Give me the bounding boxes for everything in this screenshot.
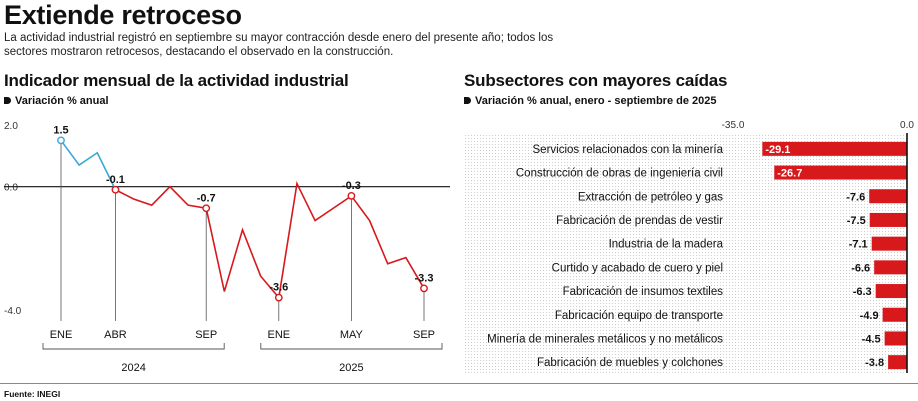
category-label: Fabricación equipo de transporte xyxy=(555,310,723,322)
data-point xyxy=(57,136,65,145)
line-chart-subtitle-row: Variación % anual xyxy=(4,95,109,107)
bar xyxy=(882,307,907,322)
category-label: Fabricación de muebles y colchones xyxy=(537,357,723,369)
series-line-early xyxy=(60,139,117,191)
value-label: -7.1 xyxy=(849,239,868,251)
bar-chart-subtitle: Variación % anual, enero - septiembre de… xyxy=(475,95,717,107)
data-label: -3.3 xyxy=(415,272,434,284)
bar xyxy=(774,165,907,180)
data-label: 1.5 xyxy=(53,124,68,136)
y-tick-label: -4.0 xyxy=(4,306,22,317)
value-label: -29.1 xyxy=(765,144,790,156)
data-label: -0.7 xyxy=(197,192,216,204)
value-label: -3.8 xyxy=(865,357,884,369)
x-tick-label: ENE xyxy=(267,329,290,341)
data-point xyxy=(420,284,428,293)
axis-label-max: 0.0 xyxy=(900,120,914,131)
bar xyxy=(869,189,907,204)
x-tick-label: ABR xyxy=(104,329,127,341)
bar xyxy=(762,141,907,156)
data-label: -0.1 xyxy=(106,174,125,186)
bar xyxy=(871,236,907,251)
data-point xyxy=(274,293,283,302)
value-label: -6.3 xyxy=(853,286,872,298)
data-point xyxy=(111,185,120,194)
y-tick-label: 2.0 xyxy=(4,121,18,132)
intro-text: La actividad industrial registró en sept… xyxy=(4,32,554,58)
bar-chart-title: Subsectores con mayores caídas xyxy=(464,71,728,90)
value-label: -7.5 xyxy=(847,215,866,227)
x-tick-label: MAY xyxy=(340,329,364,341)
data-label: -3.6 xyxy=(269,282,288,294)
value-label: -4.9 xyxy=(860,310,879,322)
category-label: Industria de la madera xyxy=(609,239,724,251)
category-label: Fabricación de insumos textiles xyxy=(563,286,724,298)
bar xyxy=(888,355,907,370)
bar xyxy=(874,260,907,275)
bar xyxy=(869,212,907,227)
year-bracket xyxy=(260,343,443,350)
axis-label-min: -35.0 xyxy=(722,120,745,131)
y-tick-label: 0.0 xyxy=(4,183,18,194)
value-label: -7.6 xyxy=(846,191,865,203)
footer-divider xyxy=(0,383,918,384)
bullet-marker-icon xyxy=(4,97,11,104)
line-chart: 2.0 0.0 -4.0 1.5 -0.1 -0.7 -3.6 -0.3 -3.3 ENE ABR S… xyxy=(4,121,450,374)
data-point xyxy=(202,204,211,213)
series-line xyxy=(115,180,425,300)
page-title: Extiende retroceso xyxy=(4,0,242,30)
bullet-marker-icon xyxy=(464,97,471,104)
data-label: -0.3 xyxy=(342,180,361,192)
source-note: Fuente: INEGI xyxy=(4,389,61,399)
bar xyxy=(884,331,907,346)
category-label: Construcción de obras de ingeniería civi… xyxy=(516,168,723,180)
year-label: 2024 xyxy=(121,362,145,374)
bar xyxy=(875,284,907,299)
x-tick-label: SEP xyxy=(413,329,435,341)
line-chart-title: Indicador mensual de la actividad indust… xyxy=(4,71,349,90)
category-label: Curtido y acabado de cuero y piel xyxy=(552,262,723,274)
x-tick-label: ENE xyxy=(50,329,73,341)
category-label: Servicios relacionados con la minería xyxy=(533,144,724,156)
category-label: Extracción de petróleo y gas xyxy=(578,191,723,203)
line-chart-subtitle: Variación % anual xyxy=(15,95,109,107)
value-label: -26.7 xyxy=(777,168,802,180)
data-point xyxy=(347,192,356,200)
year-bracket xyxy=(42,343,225,350)
year-label: 2025 xyxy=(339,362,363,374)
value-label: -4.5 xyxy=(862,333,881,345)
x-tick-label: SEP xyxy=(195,329,217,341)
bar-chart-subtitle-row: Variación % anual, enero - septiembre de… xyxy=(464,95,717,107)
category-label: Fabricación de prendas de vestir xyxy=(556,215,723,227)
value-label: -6.6 xyxy=(851,262,870,274)
category-label: Minería de minerales metálicos y no metá… xyxy=(487,333,723,345)
